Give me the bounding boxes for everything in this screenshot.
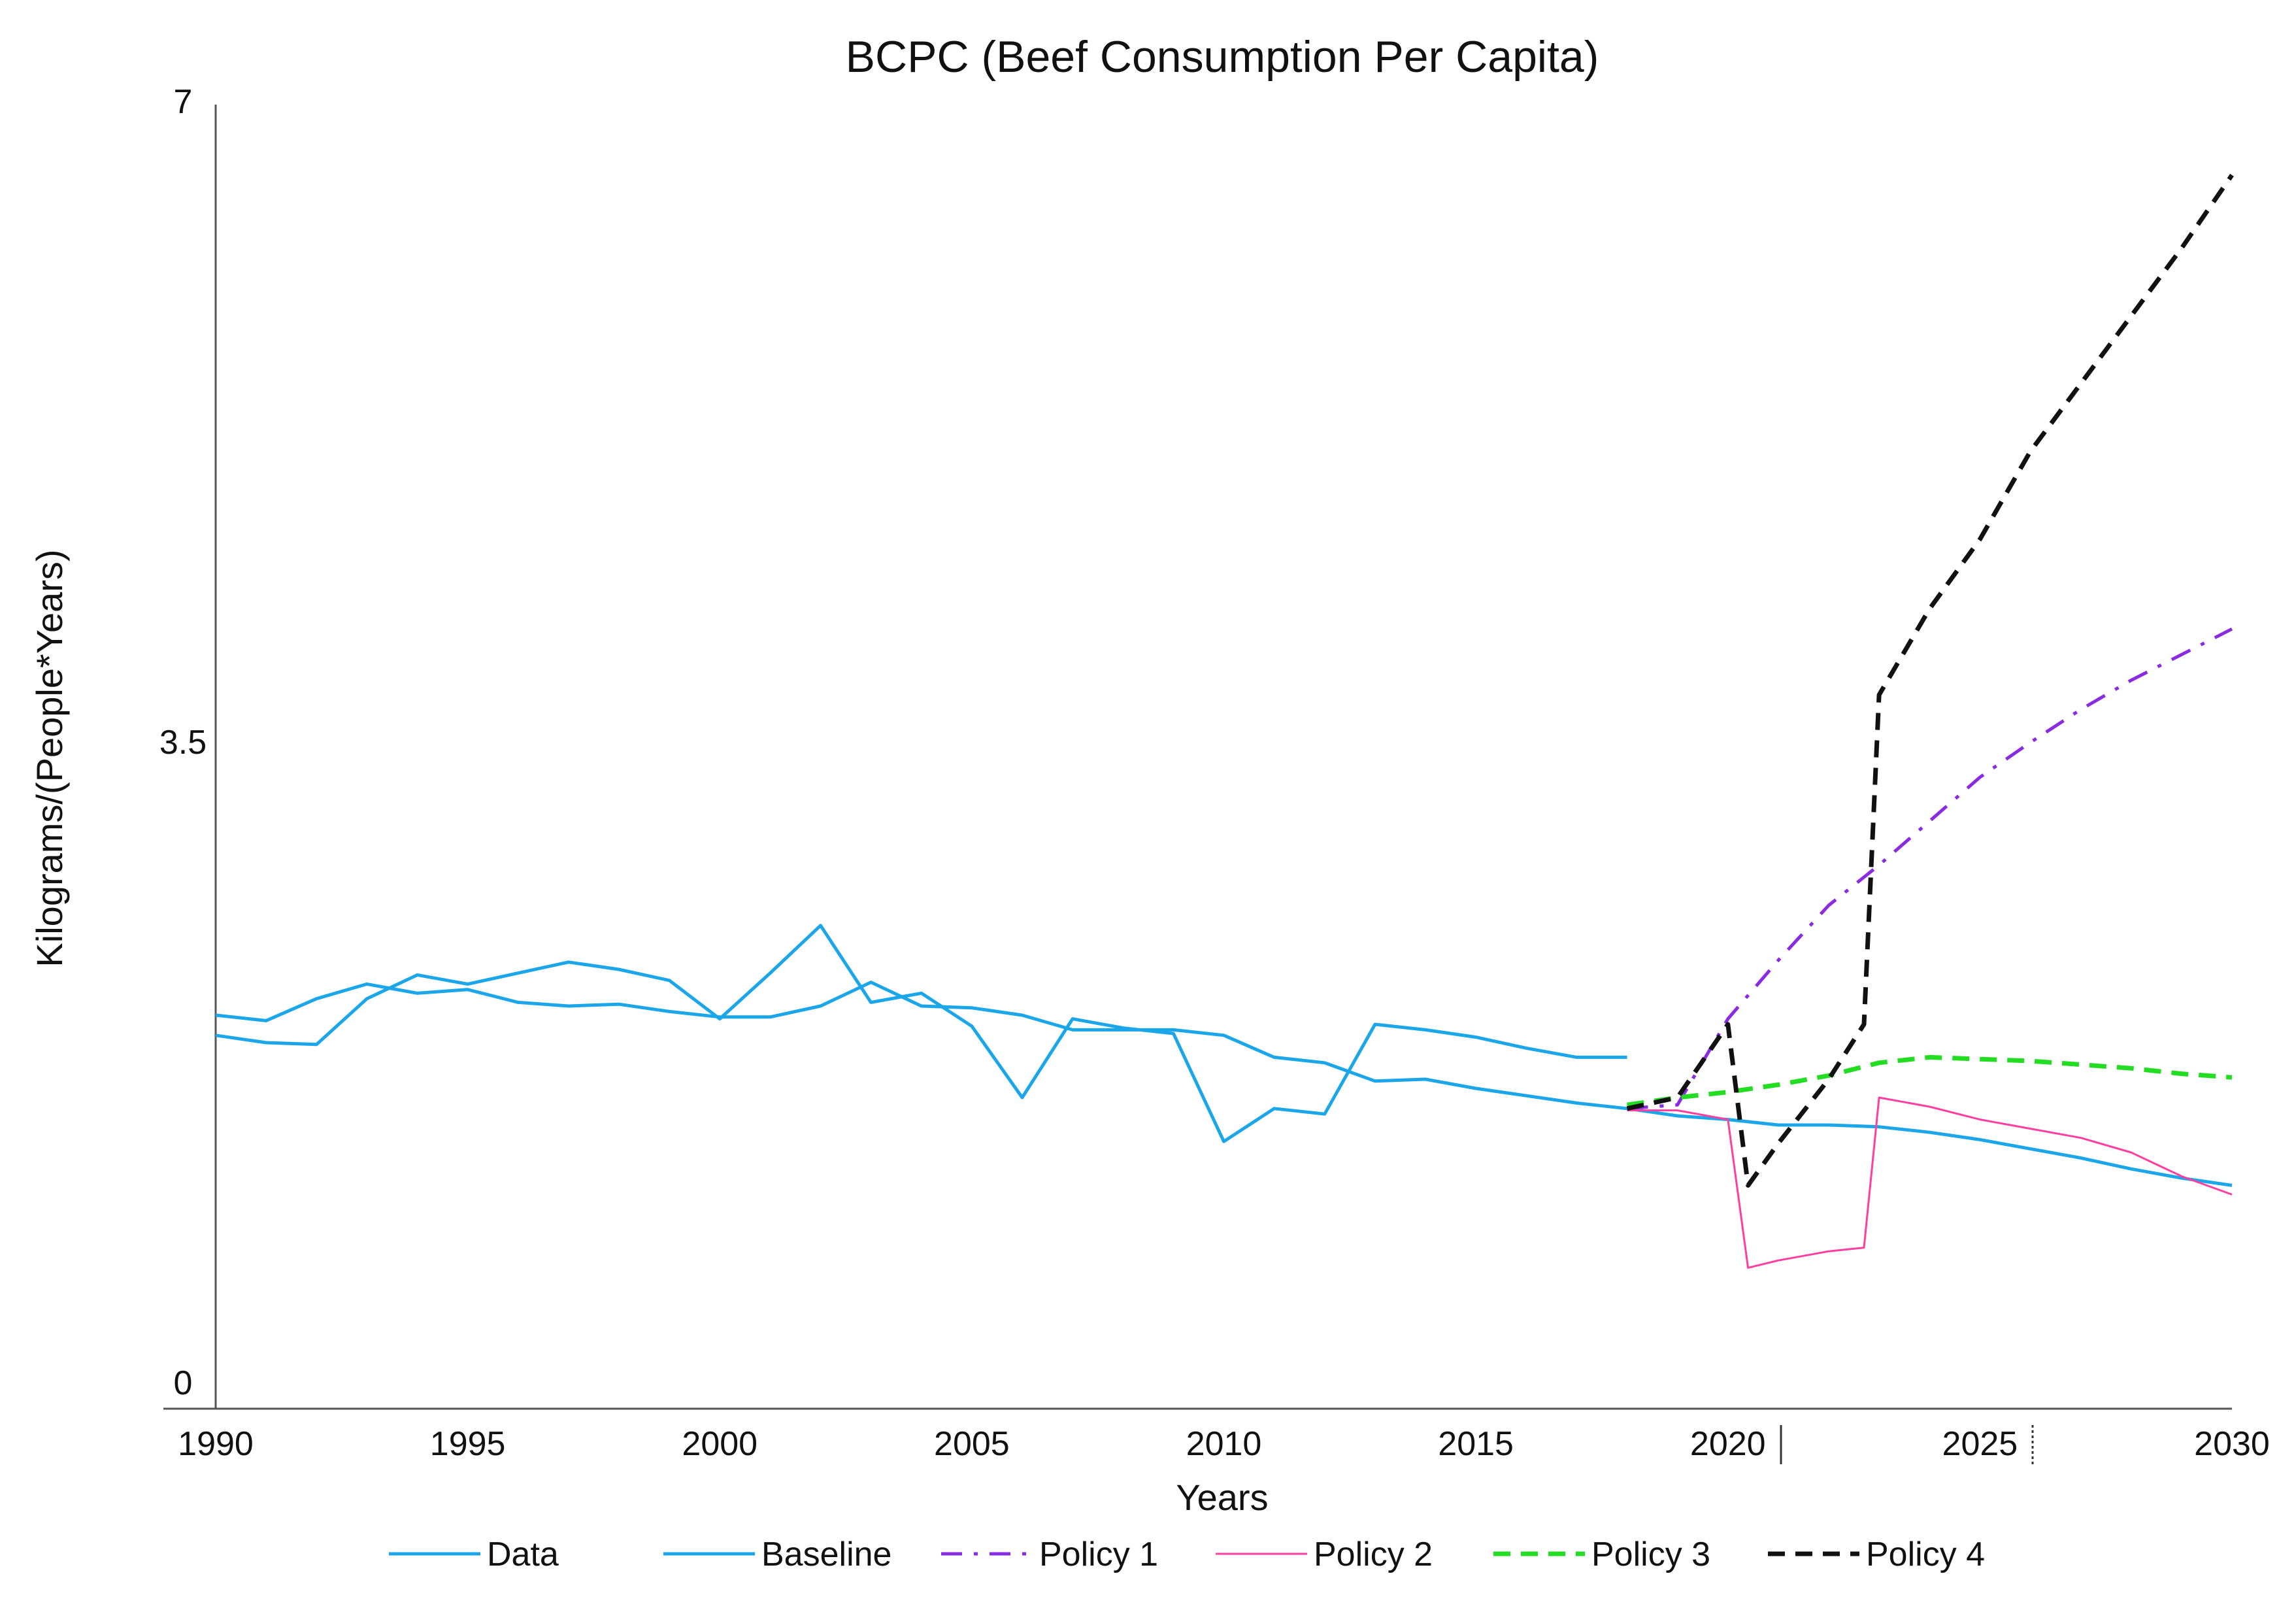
x-tick-label: 1995 bbox=[430, 1425, 506, 1463]
x-tick-label: 2000 bbox=[682, 1425, 757, 1463]
series-lines bbox=[215, 173, 2234, 1269]
x-tick-label: 2030 bbox=[2194, 1425, 2270, 1463]
x-tick-label: 2020 bbox=[1690, 1425, 1766, 1463]
series-line-policy-2 bbox=[1627, 1096, 2233, 1269]
legend-label: Policy 2 bbox=[1314, 1536, 1433, 1573]
series-line-policy-1 bbox=[1627, 627, 2233, 1111]
series-line-data bbox=[215, 924, 1627, 1143]
y-axis-ticks: 03.57 bbox=[159, 83, 207, 1402]
x-axis-label: Years bbox=[1176, 1477, 1268, 1518]
series-line-policy-3 bbox=[1626, 1054, 2233, 1107]
x-axis-ticks: 1990 1995 2000 2005 2010 2015 2020 2025 2030 bbox=[178, 1425, 2270, 1463]
y-axis-label: Kilograms/(People*Years) bbox=[29, 549, 70, 967]
x-tick-label: 1990 bbox=[178, 1425, 254, 1463]
series-line-baseline bbox=[215, 981, 2233, 1187]
x-tick-label: 2015 bbox=[1438, 1425, 1514, 1463]
legend-label: Data bbox=[487, 1536, 559, 1573]
legend-label: Policy 4 bbox=[1866, 1536, 1985, 1573]
y-tick-label: 0 bbox=[174, 1364, 193, 1402]
x-tick-label: 2025 bbox=[1942, 1425, 2018, 1463]
legend-label: Baseline bbox=[761, 1536, 891, 1573]
y-tick-label: 7 bbox=[174, 83, 193, 121]
chart-title: BCPC (Beef Consumption Per Capita) bbox=[846, 32, 1599, 82]
x-tick-label: 2010 bbox=[1186, 1425, 1262, 1463]
legend: Data Baseline Policy 1 Policy 2 Policy 3 Poli… bbox=[389, 1536, 1985, 1573]
series-line-policy-4 bbox=[1626, 173, 2234, 1188]
x-tick-label: 2005 bbox=[934, 1425, 1010, 1463]
y-tick-label: 3.5 bbox=[159, 724, 207, 762]
axes bbox=[163, 105, 2232, 1464]
legend-label: Policy 3 bbox=[1591, 1536, 1710, 1573]
legend-label: Policy 1 bbox=[1039, 1536, 1158, 1573]
